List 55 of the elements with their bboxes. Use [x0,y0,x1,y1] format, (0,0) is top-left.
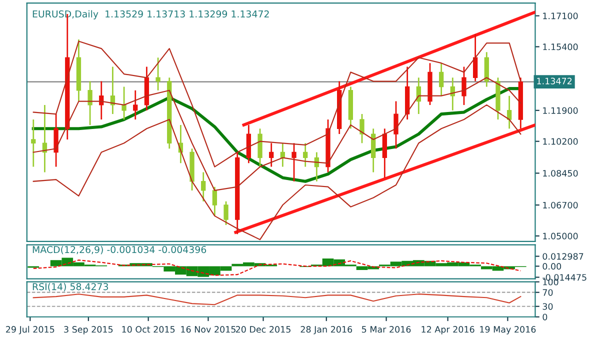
candlestick [292,142,296,182]
y-tick-label: 1.08450 [543,170,578,177]
candlestick [54,113,58,168]
y-tick-label: -0.014475 [542,274,586,281]
y-tick-label: 1.06700 [543,202,578,208]
x-tick-label: 5 Mar 2016 [362,326,411,333]
y-tick-label: 1.05000 [543,232,578,240]
chart-title: RSI(14) 58.4273 [32,282,108,292]
x-tick-label: 12 Apr 2016 [422,326,474,334]
candlestick [156,56,160,92]
candlestick [371,128,376,173]
candlestick [360,113,364,144]
candlestick [88,80,92,126]
chart-title: MACD(12,26,9) -0.001034 -0.004396 [32,246,206,254]
y-tick-label: 1.10200 [543,138,578,145]
candlestick [462,66,466,106]
y-tick-label: 0 [542,314,548,320]
x-tick-label: 29 Jul 2015 [6,326,54,334]
candlestick [122,86,126,120]
candlestick [303,142,308,168]
line-series [32,40,522,168]
candlestick [258,128,262,168]
line-series [32,104,522,240]
x-tick-label: 3 Sep 2015 [64,326,113,334]
candlestick [246,124,252,164]
y-tick-label: 1.11900 [543,107,578,114]
candlestick [484,51,489,88]
candlestick [201,172,206,202]
y-tick-label: 0.012987 [542,253,584,260]
candlestick [224,200,228,226]
x-tick-label: 20 Dec 2015 [236,326,290,333]
candlestick [212,186,218,217]
candlestick [438,62,444,97]
x-tick-label: 28 Jan 2016 [300,326,352,334]
y-tick-label: 0.00 [542,263,562,270]
x-tick-label: 10 Oct 2015 [122,326,175,333]
ref-line-label: 1.13472 [537,78,572,84]
candlestick [99,80,104,120]
candlestick [472,33,478,82]
y-tick-label: 1.17100 [543,12,578,20]
candlestick [506,95,512,130]
text: EURUSD,Daily 1.13529 1.13713 1.13299 1.13472 [32,10,269,20]
x-tick-label: 19 May 2016 [480,326,536,334]
y-tick-label: 70 [542,289,553,296]
y-tick-label: 30 [542,303,553,310]
candlestick [133,90,138,120]
y-tick-label: 100 [543,278,558,286]
line-series [32,294,522,306]
y-tick-label: 1.15400 [543,44,578,50]
candlestick [269,142,274,168]
candlestick [394,100,398,150]
line-series [32,260,522,276]
candlestick [31,118,36,168]
x-tick-label: 16 Nov 2015 [181,326,236,333]
candlestick [382,128,387,178]
